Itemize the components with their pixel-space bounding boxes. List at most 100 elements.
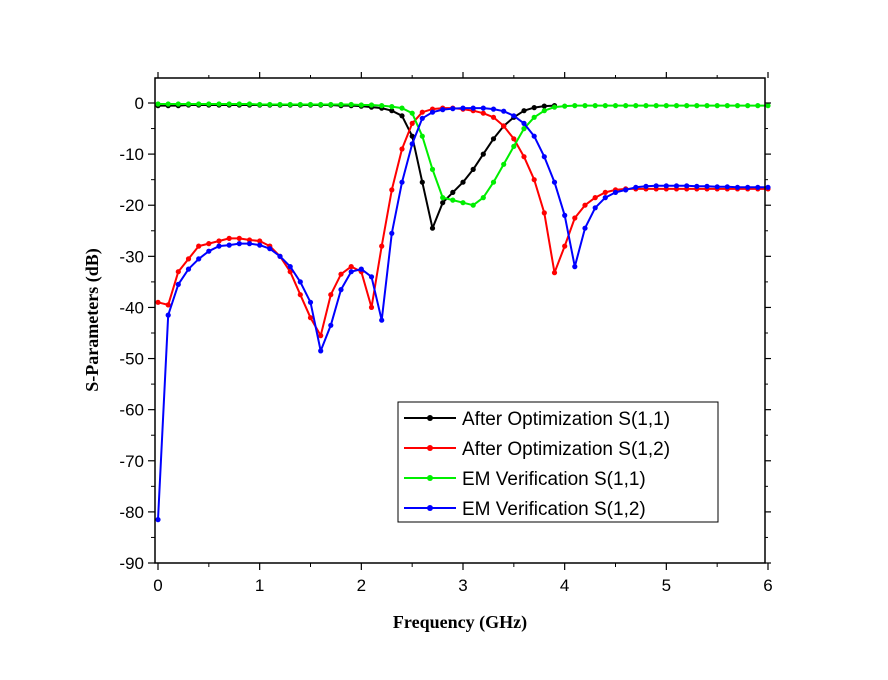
data-point <box>226 242 232 248</box>
data-point <box>460 200 466 206</box>
data-point <box>267 101 273 108</box>
data-point <box>501 123 507 129</box>
data-point <box>480 105 486 111</box>
data-point <box>490 179 497 185</box>
data-point <box>450 197 456 203</box>
data-point <box>277 101 283 108</box>
data-point <box>551 104 558 110</box>
data-point <box>257 101 263 108</box>
data-point <box>541 210 547 216</box>
data-point <box>257 242 263 248</box>
data-point <box>399 113 405 119</box>
y-tick-label: 0 <box>135 94 144 113</box>
data-point <box>409 110 415 116</box>
data-point <box>612 103 619 109</box>
data-point <box>185 101 192 107</box>
data-point <box>643 103 649 109</box>
y-tick-label: -80 <box>119 503 144 522</box>
y-tick-label: -60 <box>119 401 144 420</box>
data-point <box>409 133 415 139</box>
data-point <box>429 225 436 231</box>
data-point <box>460 179 466 185</box>
data-point <box>216 101 222 107</box>
data-point <box>399 105 405 111</box>
data-point <box>175 269 181 275</box>
data-point <box>551 179 558 185</box>
data-point <box>328 101 334 108</box>
data-point <box>745 184 751 190</box>
data-point <box>409 120 415 126</box>
data-point <box>379 103 385 109</box>
data-point <box>175 101 181 107</box>
data-point <box>612 189 619 195</box>
series-line <box>157 107 768 337</box>
data-point <box>409 141 415 147</box>
y-tick-label: -10 <box>119 145 144 164</box>
data-point <box>206 101 212 107</box>
x-tick-label: 3 <box>458 576 467 595</box>
data-point <box>155 101 161 107</box>
y-tick-label: -30 <box>119 247 144 266</box>
series-4 <box>155 105 771 523</box>
data-point <box>572 103 578 109</box>
data-point <box>511 143 517 149</box>
data-point <box>297 101 303 108</box>
data-point <box>633 184 639 190</box>
data-point <box>521 120 527 126</box>
x-tick-label: 0 <box>153 576 162 595</box>
data-point <box>490 136 497 142</box>
legend-label: After Optimization S(1,1) <box>462 409 670 430</box>
data-point <box>379 243 385 249</box>
data-point <box>460 105 466 111</box>
data-point <box>734 103 741 109</box>
data-point <box>582 103 588 109</box>
x-tick-label: 2 <box>357 576 366 595</box>
data-point <box>714 103 720 109</box>
data-point <box>236 101 242 107</box>
data-point <box>724 103 730 109</box>
data-point <box>246 101 253 107</box>
data-point <box>307 299 314 305</box>
data-point <box>389 104 395 110</box>
data-point <box>663 103 669 109</box>
data-point <box>236 241 242 247</box>
data-point <box>246 237 253 243</box>
data-point <box>440 200 446 206</box>
data-point <box>358 266 364 272</box>
legend-swatch-marker <box>427 475 433 481</box>
data-point <box>541 108 547 114</box>
data-point <box>440 107 446 113</box>
data-point <box>572 215 578 221</box>
data-point <box>257 238 263 244</box>
data-point <box>196 243 202 249</box>
data-point <box>216 238 222 244</box>
data-point <box>348 269 354 275</box>
data-point <box>348 264 354 270</box>
data-point <box>490 114 497 120</box>
data-point <box>470 105 476 111</box>
data-point <box>531 105 537 111</box>
data-point <box>765 184 771 190</box>
data-point <box>307 315 314 321</box>
series-1 <box>155 102 558 231</box>
data-point <box>724 184 730 190</box>
data-point <box>714 184 720 190</box>
data-point <box>592 103 598 109</box>
data-point <box>338 101 344 108</box>
data-point <box>501 108 507 114</box>
data-point <box>297 279 303 285</box>
data-point <box>582 225 588 231</box>
data-point <box>562 103 568 109</box>
x-tick-label: 1 <box>255 576 264 595</box>
data-point <box>521 108 527 114</box>
data-point <box>338 271 344 277</box>
legend-label: EM Verification S(1,2) <box>462 499 646 520</box>
data-point <box>480 195 486 201</box>
data-point <box>246 241 253 247</box>
series-line <box>158 104 555 230</box>
data-point <box>175 281 181 287</box>
data-point <box>541 103 547 109</box>
data-point <box>653 183 659 189</box>
data-point <box>673 183 680 189</box>
data-point <box>602 189 608 195</box>
